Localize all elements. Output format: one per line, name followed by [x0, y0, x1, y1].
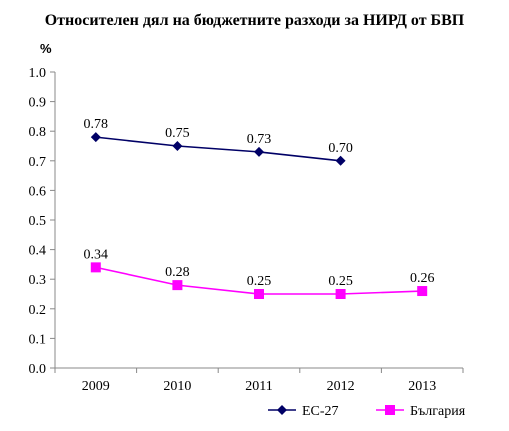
legend-marker: [385, 405, 395, 415]
data-label: 0.34: [84, 247, 109, 262]
data-point-marker: [254, 289, 264, 299]
data-point-marker: [335, 155, 346, 166]
y-tick-label: 0.6: [29, 184, 47, 199]
data-label: 0.70: [328, 141, 353, 156]
y-tick-label: 0.7: [29, 155, 47, 170]
data-point-marker: [254, 146, 264, 157]
data-point-marker: [90, 132, 101, 143]
y-tick-label: 0.3: [29, 273, 47, 288]
y-tick-label: 0.0: [29, 362, 47, 377]
data-point-marker: [172, 141, 183, 151]
y-tick-label: 0.9: [29, 96, 47, 111]
data-label: 0.28: [165, 265, 190, 280]
series-line: [95, 136, 341, 162]
data-point-marker: [172, 280, 183, 291]
y-tick-label: 0.8: [29, 125, 47, 140]
y-tick-label: 1.0: [29, 66, 47, 81]
data-point-marker: [90, 262, 101, 273]
y-axis-unit-label: %: [40, 41, 52, 56]
data-label: 0.26: [410, 271, 435, 286]
x-tick-label: 2012: [327, 379, 355, 394]
y-tick-label: 0.5: [29, 214, 47, 229]
chart-title: Относителен дял на бюджетните разходи за…: [44, 12, 465, 29]
x-tick-label: 2009: [82, 379, 110, 394]
data-label: 0.78: [84, 117, 109, 132]
x-tick-label: 2010: [163, 379, 191, 394]
y-tick-label: 0.4: [29, 244, 47, 259]
x-tick-label: 2013: [408, 379, 436, 394]
data-point-marker: [335, 289, 346, 299]
data-label: 0.75: [165, 126, 190, 141]
data-label: 0.73: [247, 132, 272, 147]
y-tick-label: 0.1: [29, 332, 47, 347]
data-point-marker: [417, 286, 428, 297]
data-label: 0.25: [328, 274, 353, 289]
legend-label: ЕС-27: [302, 404, 339, 419]
legend-label: България: [410, 404, 466, 419]
x-tick-label: 2011: [245, 379, 272, 394]
data-label: 0.25: [247, 274, 272, 289]
legend-marker: [277, 405, 287, 415]
y-tick-label: 0.2: [29, 303, 47, 318]
